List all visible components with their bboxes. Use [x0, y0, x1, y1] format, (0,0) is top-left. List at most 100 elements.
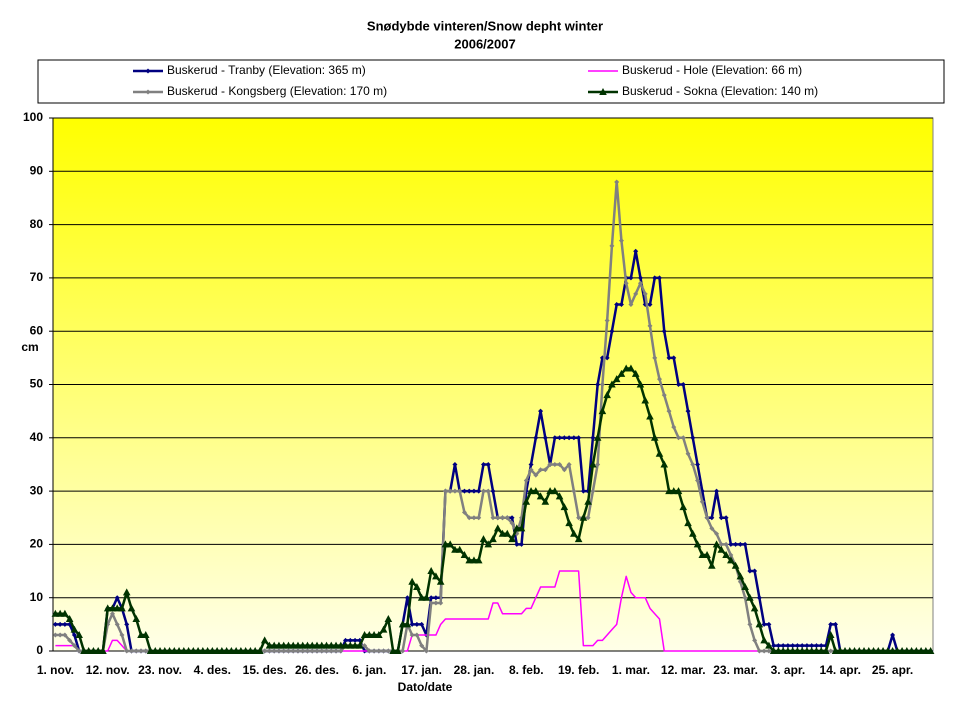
- data-point: [756, 595, 762, 601]
- data-point: [57, 621, 63, 627]
- data-point: [722, 551, 730, 559]
- data-point: [480, 461, 486, 467]
- data-point: [907, 647, 916, 654]
- data-point: [807, 647, 816, 654]
- x-tick-label: 28. jan.: [454, 663, 495, 677]
- data-point: [699, 499, 705, 505]
- data-point: [779, 647, 787, 654]
- data-point: [769, 647, 778, 654]
- data-point: [590, 435, 596, 441]
- data-point: [628, 275, 634, 281]
- data-point: [251, 647, 259, 654]
- data-point: [831, 647, 840, 654]
- data-point: [633, 291, 639, 297]
- data-point: [718, 541, 724, 547]
- data-point: [612, 375, 621, 383]
- data-point: [565, 519, 573, 527]
- data-point: [356, 641, 364, 649]
- data-point: [300, 648, 306, 654]
- data-point: [685, 408, 691, 414]
- data-point: [222, 647, 231, 654]
- data-point: [199, 647, 207, 654]
- data-point: [603, 391, 611, 399]
- y-tick-label: 20: [30, 537, 44, 551]
- data-point: [595, 461, 601, 467]
- data-point: [671, 355, 677, 361]
- data-point: [666, 408, 672, 414]
- data-point: [474, 556, 483, 564]
- data-point: [571, 435, 577, 441]
- data-point: [480, 488, 486, 494]
- data-point: [113, 604, 122, 612]
- data-point: [652, 355, 658, 361]
- data-point: [604, 355, 610, 361]
- data-point: [256, 647, 264, 654]
- data-point: [522, 497, 531, 505]
- x-tick-label: 1. nov.: [37, 663, 74, 677]
- legend-label: Buskerud - Hole (Elevation: 66 m): [622, 63, 802, 77]
- data-point: [127, 604, 136, 612]
- data-point: [414, 621, 420, 627]
- data-point: [680, 435, 686, 441]
- data-point: [774, 647, 783, 654]
- data-point: [519, 541, 525, 547]
- data-point: [614, 302, 620, 308]
- data-point: [143, 648, 149, 654]
- data-point: [561, 467, 567, 473]
- data-point: [804, 643, 810, 649]
- data-point: [618, 302, 624, 308]
- data-point: [650, 433, 659, 441]
- data-point: [65, 615, 74, 623]
- data-point: [813, 643, 819, 649]
- data-point: [571, 488, 577, 494]
- data-point: [455, 545, 464, 553]
- data-point: [57, 632, 63, 638]
- data-point: [752, 568, 758, 574]
- legend-box: [37, 59, 945, 104]
- data-point: [124, 621, 130, 627]
- data-point: [828, 648, 834, 654]
- data-point: [184, 647, 193, 654]
- data-point: [890, 632, 896, 638]
- y-tick-label: 60: [30, 323, 44, 337]
- data-point: [609, 328, 615, 334]
- data-point: [736, 572, 745, 580]
- data-point: [375, 631, 383, 639]
- data-point: [709, 515, 715, 521]
- data-point: [319, 648, 325, 654]
- data-point: [826, 631, 835, 639]
- data-point: [850, 647, 859, 654]
- data-point: [566, 435, 572, 441]
- data-point: [379, 625, 388, 633]
- data-point: [76, 648, 82, 654]
- data-point: [766, 621, 772, 627]
- data-point: [498, 529, 507, 537]
- x-tick-label: 1. mar.: [612, 663, 650, 677]
- data-point: [576, 435, 582, 441]
- data-point: [756, 648, 762, 654]
- data-point: [714, 531, 720, 537]
- data-point: [346, 641, 355, 649]
- data-point: [370, 631, 378, 639]
- data-point: [180, 647, 188, 654]
- data-point: [479, 535, 488, 543]
- data-point: [855, 647, 864, 654]
- data-point: [661, 328, 667, 334]
- data-point: [647, 323, 653, 329]
- data-point: [517, 524, 526, 532]
- data-point: [731, 561, 740, 569]
- data-point: [742, 595, 748, 601]
- data-point: [836, 647, 845, 654]
- data-point: [636, 380, 645, 388]
- data-point: [676, 382, 682, 387]
- data-point: [62, 621, 68, 627]
- data-point: [641, 396, 650, 404]
- data-point: [338, 648, 344, 654]
- data-point: [528, 461, 534, 467]
- data-point: [128, 648, 134, 654]
- data-point: [360, 631, 369, 639]
- data-point: [341, 641, 350, 649]
- data-point: [89, 647, 98, 654]
- data-point: [476, 488, 482, 494]
- data-point: [465, 556, 474, 564]
